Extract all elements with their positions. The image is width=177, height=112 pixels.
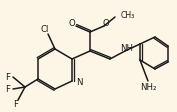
Text: NH: NH (121, 44, 133, 53)
Text: F: F (5, 85, 10, 94)
Text: NH₂: NH₂ (140, 83, 156, 92)
Text: Cl: Cl (41, 25, 49, 34)
Text: N: N (76, 78, 82, 87)
Text: O: O (103, 18, 109, 27)
Text: F: F (13, 100, 19, 109)
Text: F: F (5, 73, 10, 82)
Text: O: O (69, 18, 75, 27)
Text: CH₃: CH₃ (121, 11, 135, 20)
